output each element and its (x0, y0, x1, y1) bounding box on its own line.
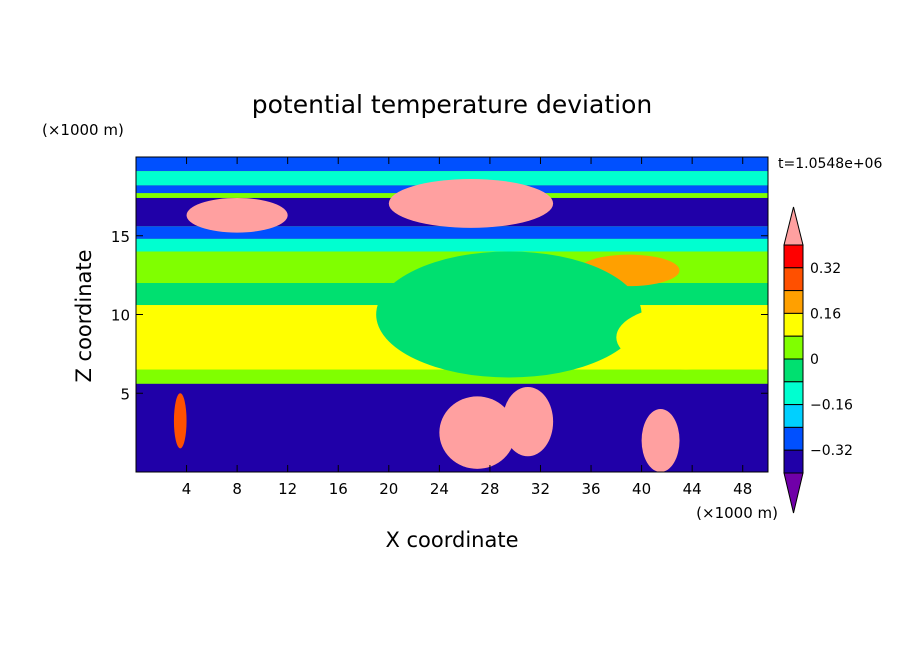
time-label: t=1.0548e+06 (778, 156, 882, 172)
colorbar-box (783, 244, 804, 269)
colorbar-box (783, 290, 804, 314)
x-tick-label: 40 (632, 480, 651, 498)
x-tick-label: 24 (430, 480, 449, 498)
colorbar-box (783, 381, 804, 406)
x-unit-label: (×1000 m) (696, 504, 778, 522)
contour-band (136, 226, 768, 239)
x-tick-label: 36 (581, 480, 600, 498)
x-axis: 4 8 12 16 20 24 28 32 36 40 44 48 (182, 157, 752, 498)
contour-band (136, 238, 768, 252)
x-tick-label: 4 (182, 480, 192, 498)
colorbar-box (783, 335, 804, 360)
colorbar-box (783, 312, 804, 337)
x-tick-label: 20 (379, 480, 398, 498)
x-tick-label: 16 (329, 480, 348, 498)
contour-band (136, 369, 768, 384)
colorbar-label: −0.16 (810, 398, 853, 414)
colorbar-label: 0 (810, 352, 819, 368)
colorbar-box (783, 267, 804, 292)
contour-feature (502, 386, 554, 457)
y-tick-label: 15 (111, 228, 130, 246)
contour-feature (616, 305, 756, 370)
contour-feature (186, 197, 288, 233)
contour-band (136, 171, 768, 186)
contour-band (136, 157, 768, 172)
contour-feature (641, 409, 680, 472)
contour-feature (388, 179, 554, 228)
plot-area (135, 156, 769, 473)
y-tick-label: 5 (120, 385, 130, 403)
y-axis-label: Z coordinate (72, 249, 96, 382)
colorbar-box (783, 358, 804, 383)
colorbar-box (783, 426, 804, 451)
contour-feature (591, 416, 617, 454)
colorbar-label: −0.32 (810, 443, 853, 459)
colorbar: 0.32 0.16 0 −0.16 −0.32 (783, 206, 853, 514)
x-tick-label: 12 (278, 480, 297, 498)
contour-feature (439, 396, 516, 469)
x-tick-label: 28 (480, 480, 499, 498)
x-axis-label: X coordinate (385, 528, 518, 552)
x-tick-label: 44 (683, 480, 702, 498)
colorbar-box (783, 449, 804, 474)
y-tick-label: 10 (111, 307, 130, 325)
colorbar-bottom-arrow (783, 472, 804, 514)
x-tick-label: 32 (531, 480, 550, 498)
x-tick-label: 8 (232, 480, 242, 498)
colorbar-label: 0.32 (810, 261, 841, 277)
colorbar-top-arrow (783, 206, 804, 246)
y-unit-label: (×1000 m) (42, 121, 124, 139)
chart-title: potential temperature deviation (252, 90, 652, 119)
colorbar-label: 0.16 (810, 306, 841, 322)
y-axis: 5 10 15 (111, 228, 768, 403)
colorbar-box (783, 404, 804, 428)
contour-feature (376, 251, 642, 378)
contour-feature (173, 393, 187, 449)
x-tick-label: 48 (733, 480, 752, 498)
